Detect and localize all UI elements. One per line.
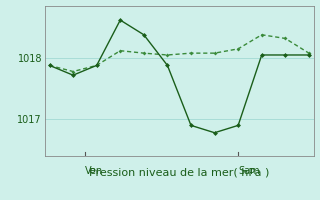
X-axis label: Pression niveau de la mer( hPa ): Pression niveau de la mer( hPa ) — [89, 167, 269, 177]
Text: Sam: Sam — [238, 166, 260, 176]
Text: Ven: Ven — [85, 166, 103, 176]
